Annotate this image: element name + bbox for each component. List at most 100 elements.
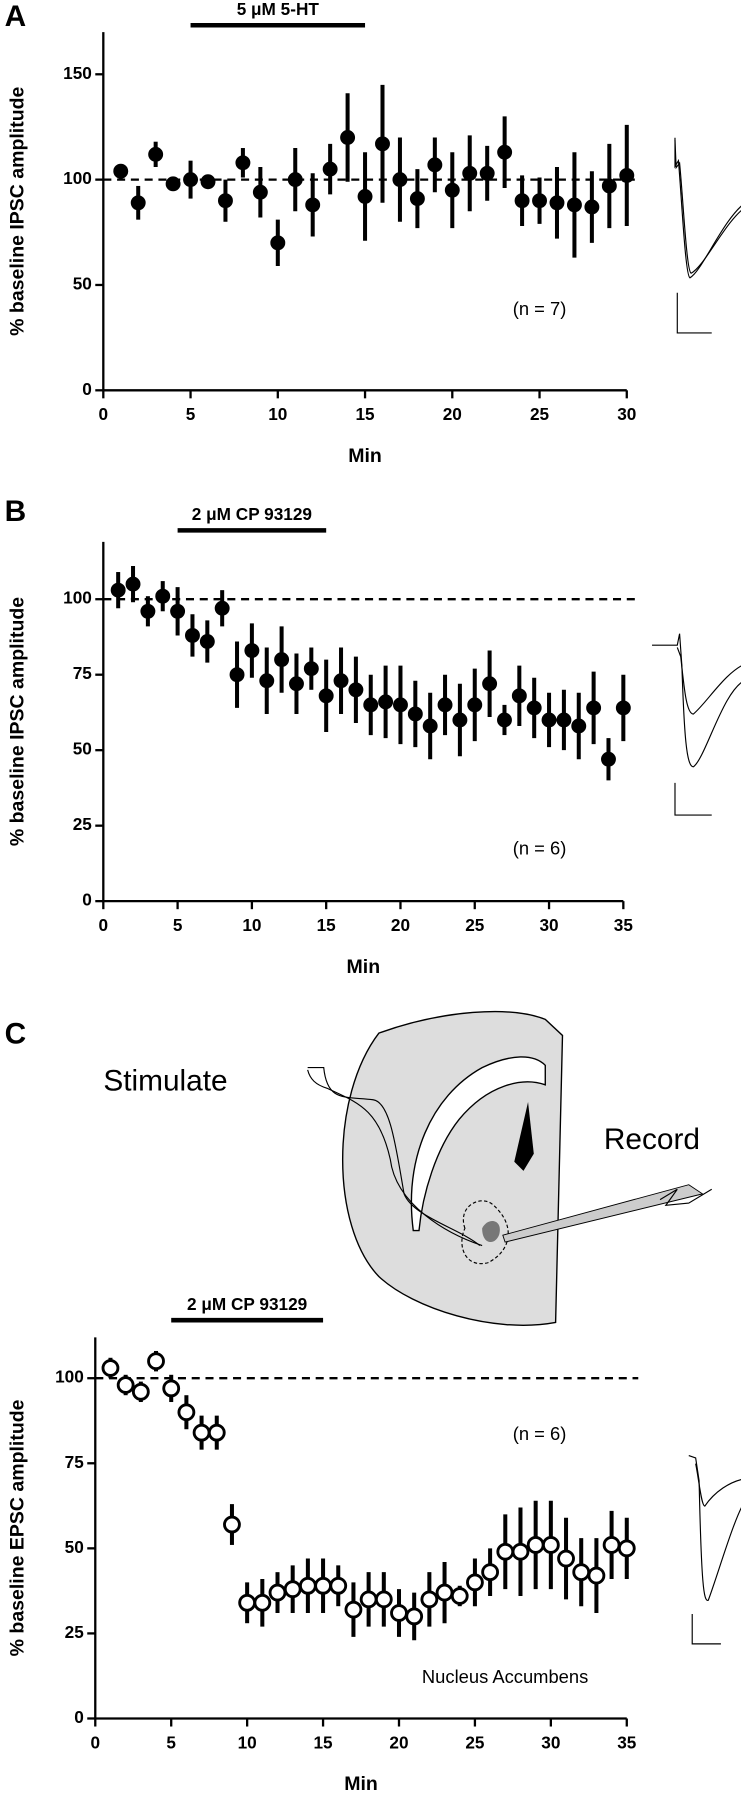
- data-point: [571, 718, 587, 734]
- data-point: [602, 1536, 621, 1554]
- annotation: (n = 7): [513, 298, 567, 319]
- data-point: [110, 582, 126, 598]
- data-point: [375, 136, 390, 152]
- x-tick-label: 5: [173, 915, 183, 935]
- data-point: [252, 184, 268, 200]
- data-point: [450, 1587, 469, 1605]
- data-point: [420, 1590, 439, 1609]
- data-point: [344, 1600, 363, 1619]
- data-point: [407, 706, 423, 722]
- x-tick-label: 5: [186, 404, 196, 424]
- trace-inset-a: [674, 137, 741, 334]
- data-point: [235, 155, 251, 171]
- data-point: [526, 1536, 545, 1554]
- data-point: [392, 172, 408, 188]
- data-point: [101, 1359, 120, 1377]
- x-tick-label: 20: [389, 1732, 408, 1752]
- data-point: [511, 1542, 530, 1561]
- data-point: [586, 700, 602, 716]
- x-tick-label: 10: [268, 404, 287, 424]
- trace-inset-b: [652, 633, 741, 816]
- data-point: [155, 588, 171, 604]
- data-point: [557, 1549, 575, 1568]
- data-point: [587, 1566, 606, 1585]
- data-point: [200, 174, 216, 190]
- data-point: [268, 1583, 287, 1602]
- data-point: [357, 189, 373, 204]
- x-axis-label: Min: [348, 445, 382, 467]
- x-tick-label: 0: [99, 404, 109, 424]
- data-point: [584, 199, 600, 215]
- data-point: [572, 1563, 591, 1582]
- data-point: [619, 167, 635, 183]
- data-point: [305, 197, 321, 213]
- data-point: [229, 667, 245, 683]
- data-point: [462, 165, 478, 181]
- y-axis-label: % baseline EPSC amplitude: [7, 1399, 29, 1656]
- x-tick-label: 15: [317, 915, 337, 935]
- data-point: [303, 661, 319, 677]
- annotation: (n = 6): [513, 837, 567, 858]
- data-point: [378, 694, 394, 710]
- data-point: [244, 643, 260, 659]
- x-tick-label: 35: [617, 1732, 637, 1752]
- panel: B 0 25 50 75 100 0 5 10 15 20 25 30 35 Min % baseline I…: [5, 495, 635, 978]
- x-tick-label: 15: [313, 1732, 333, 1752]
- data-point: [223, 1515, 241, 1534]
- y-tick-label: 150: [63, 63, 92, 83]
- data-point: [444, 182, 460, 198]
- data-point: [165, 176, 181, 192]
- x-tick-label: 25: [530, 404, 550, 424]
- y-tick-label: 50: [73, 739, 92, 759]
- data-point: [466, 1573, 484, 1592]
- y-axis-label: % baseline IPSC amplitude: [7, 597, 29, 846]
- data-point: [116, 1376, 135, 1394]
- data-point: [526, 700, 542, 716]
- slice-diagram: [307, 1010, 713, 1326]
- data-point: [270, 235, 286, 251]
- data-point: [340, 130, 356, 145]
- data-point: [514, 193, 530, 209]
- data-point: [177, 1403, 196, 1422]
- y-tick-label: 25: [73, 814, 93, 834]
- data-point: [541, 1536, 560, 1554]
- data-point: [259, 673, 275, 689]
- data-point: [283, 1580, 302, 1599]
- panel-letter: A: [5, 0, 27, 33]
- data-point: [113, 163, 129, 179]
- data-point: [601, 178, 617, 194]
- y-tick-label: 0: [82, 890, 92, 910]
- x-tick-label: 10: [238, 1732, 257, 1752]
- x-tick-label: 20: [391, 915, 410, 935]
- data-point: [199, 634, 215, 649]
- data-point: [162, 1379, 181, 1398]
- data-point: [322, 161, 338, 177]
- treatment-label: 2 μM CP 93129: [187, 1294, 307, 1314]
- y-tick-label: 100: [63, 168, 92, 188]
- y-tick-label: 25: [65, 1622, 85, 1642]
- data-point: [238, 1593, 257, 1612]
- data-point: [437, 697, 453, 713]
- annotation: Nucleus Accumbens: [422, 1666, 588, 1687]
- data-point: [427, 157, 443, 173]
- annotation: (n = 6): [513, 1423, 567, 1444]
- data-point: [435, 1583, 454, 1602]
- trace-inset-c: [688, 1455, 741, 1645]
- data-point: [467, 697, 483, 713]
- x-tick-label: 25: [465, 915, 485, 935]
- data-point: [422, 718, 438, 734]
- panel: C 0 25 50 75 100 0 5 10 15 20 25 30 35 Min % baseline E…: [5, 1017, 639, 1795]
- data-point: [532, 193, 547, 209]
- x-tick-label: 0: [90, 1732, 100, 1752]
- x-tick-label: 20: [443, 404, 462, 424]
- data-point: [184, 627, 200, 643]
- data-point: [409, 191, 425, 207]
- data-point: [348, 682, 364, 698]
- data-point: [333, 673, 349, 689]
- y-tick-label: 0: [82, 379, 92, 399]
- data-point: [170, 603, 186, 619]
- data-point: [617, 1539, 636, 1558]
- data-point: [496, 1542, 515, 1561]
- diagram-label: Record: [604, 1123, 700, 1156]
